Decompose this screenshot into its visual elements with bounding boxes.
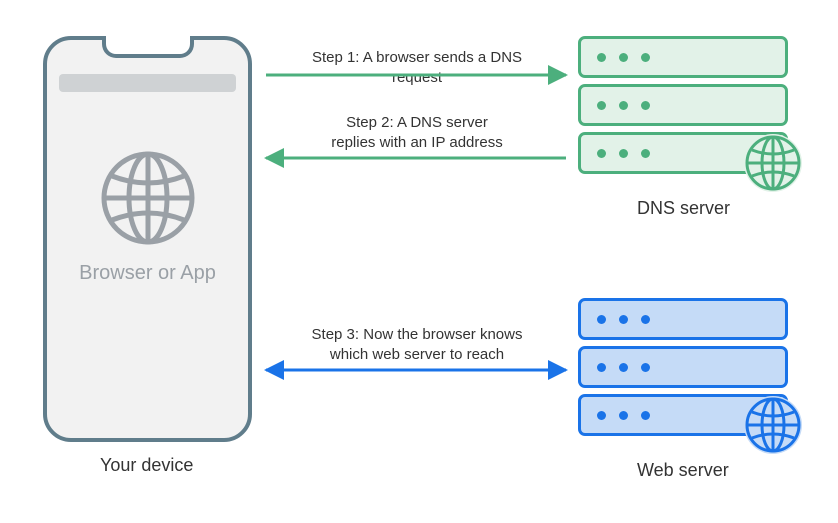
device-phone: Browser or App [43, 36, 252, 442]
step3-line2: which web server to reach [330, 346, 504, 363]
step2-line1: Step 2: A DNS server [346, 114, 488, 131]
dns-server-row [578, 36, 788, 78]
dns-server [578, 36, 788, 180]
device-label: Your device [100, 455, 193, 476]
web-server-label: Web server [637, 460, 729, 481]
globe-icon [744, 396, 802, 454]
step2-label: Step 2: A DNS server replies with an IP … [287, 113, 547, 154]
step3-label: Step 3: Now the browser knows which web … [287, 325, 547, 366]
step1-label: Step 1: A browser sends a DNS request [287, 48, 547, 89]
step2-line2: replies with an IP address [331, 134, 502, 151]
globe-icon [100, 150, 196, 246]
web-server-row [578, 298, 788, 340]
web-server-badge [744, 396, 802, 454]
dns-server-badge [744, 134, 802, 192]
globe-icon [744, 134, 802, 192]
phone-notch [102, 36, 194, 58]
step3-line1: Step 3: Now the browser knows [312, 326, 523, 343]
phone-content: Browser or App [47, 150, 248, 285]
phone-content-label: Browser or App [79, 262, 216, 285]
web-server-row [578, 346, 788, 388]
web-server [578, 298, 788, 442]
dns-server-label: DNS server [637, 198, 730, 219]
dns-server-row [578, 84, 788, 126]
phone-address-bar [59, 74, 236, 92]
